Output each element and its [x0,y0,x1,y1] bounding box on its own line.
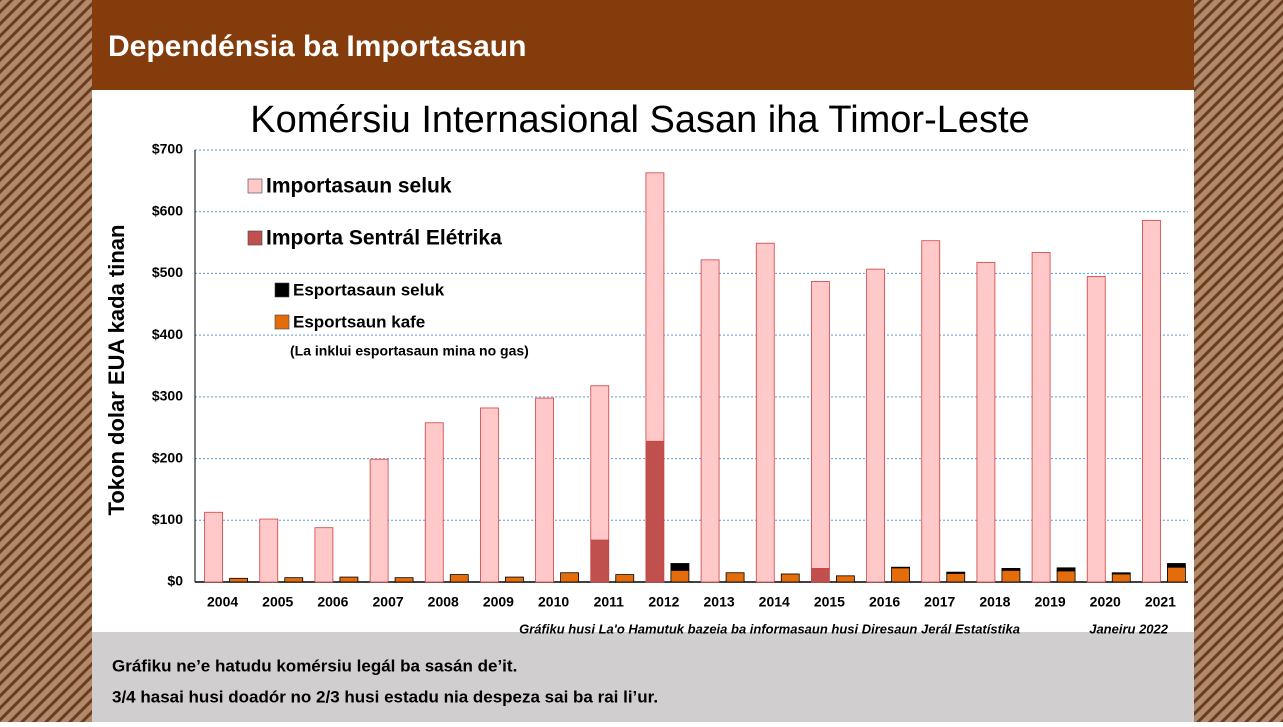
x-tick-label: 2014 [759,594,790,610]
bar-segment [756,243,774,582]
x-tick-label: 2010 [538,594,569,610]
x-tick-label: 2017 [924,594,955,610]
bar-segment [922,241,940,582]
bar-segment [811,281,829,568]
legend-swatch [248,231,262,245]
bar-segment [1057,568,1075,571]
y-axis-label: Tokon dolar EUA kada tinan [104,225,129,516]
bar-segment [701,260,719,582]
bar-segment [671,570,689,582]
bar-segment [591,386,609,540]
legend-note: (La inklui esportasaun mina no gas) [290,343,529,359]
bar-segment [1002,568,1020,570]
bar-segment [616,575,634,582]
bar-segment [1057,571,1075,582]
x-tick-label: 2016 [869,594,900,610]
bar-segment [536,398,554,582]
bar-segment [947,573,965,582]
bar-segment [867,269,885,582]
bar-segment [425,423,443,582]
y-tick-label: $400 [152,326,183,342]
footer-line: 3/4 hasai husi doadór no 2/3 husi estadu… [112,687,658,706]
x-tick-label: 2018 [979,594,1010,610]
bar-segment [315,528,333,582]
header-title: Dependénsia ba Importasaun [108,30,526,63]
y-tick-label: $500 [152,264,183,280]
bar-segment [1087,277,1105,582]
bar-segment [1167,567,1185,582]
x-tick-label: 2020 [1090,594,1121,610]
bar-segment [1112,573,1130,574]
x-tick-label: 2011 [594,594,625,610]
legend-swatch [248,179,262,193]
y-tick-label: $300 [152,388,183,404]
y-tick-label: $200 [152,449,183,465]
bar-segment [1032,252,1050,582]
x-tick-label: 2012 [648,594,679,610]
source-note: Gráfiku husi La'o Hamutuk bazeia ba info… [519,621,1020,636]
bar-segment [505,577,523,582]
x-tick-label: 2006 [317,594,348,610]
legend-swatch [275,315,289,329]
bar-segment [450,575,468,582]
bar-segment [671,563,689,570]
bar-segment [892,567,910,568]
bar-segment [1142,220,1160,582]
bar-segment [1002,570,1020,582]
frame-right [1194,0,1283,722]
y-tick-label: $0 [167,573,183,589]
x-tick-label: 2021 [1145,594,1176,610]
x-tick-label: 2009 [483,594,514,610]
bar-segment [726,573,744,582]
bar-segment [646,173,664,441]
bar-segment [395,578,413,582]
bar-segment [1112,574,1130,582]
frame-left [0,0,92,722]
bar-segment [781,574,799,582]
legend-label: Importa Sentrál Elétrika [266,227,502,250]
bar-segment [646,441,664,582]
y-tick-label: $700 [152,141,183,157]
date-note: Janeiru 2022 [1089,621,1169,636]
legend-label: Esportsaun kafe [293,312,425,331]
x-tick-label: 2007 [373,594,404,610]
bar-segment [285,578,303,582]
footer-line: Gráfiku ne’e hatudu komérsiu legál ba sa… [112,656,517,675]
legend-label: Importasaun seluk [266,175,452,198]
bar-segment [591,540,609,582]
bar-segment [205,512,223,582]
bar-segment [480,408,498,582]
x-tick-label: 2019 [1035,594,1066,610]
x-tick-label: 2013 [704,594,735,610]
bar-segment [836,576,854,582]
chart-area [92,90,1194,632]
y-tick-label: $600 [152,202,183,218]
chart-title: Komérsiu Internasional Sasan iha Timor-L… [250,99,1029,141]
slide: Dependénsia ba Importasaun Komérsiu Inte… [0,0,1283,722]
bar-segment [1167,563,1185,567]
legend-swatch [275,283,289,297]
bar-segment [811,568,829,582]
bar-segment [260,519,278,582]
bar-segment [892,568,910,582]
x-tick-label: 2008 [428,594,459,610]
y-tick-label: $100 [152,511,183,527]
bar-segment [561,573,579,582]
bar-segment [977,262,995,582]
bar-segment [947,572,965,573]
legend-label: Esportasaun seluk [293,280,445,299]
footer-bar [92,632,1194,722]
x-tick-label: 2004 [207,594,238,610]
x-tick-label: 2015 [814,594,845,610]
bar-segment [340,577,358,582]
bar-segment [230,578,248,582]
x-tick-label: 2005 [262,594,293,610]
bar-segment [370,459,388,582]
